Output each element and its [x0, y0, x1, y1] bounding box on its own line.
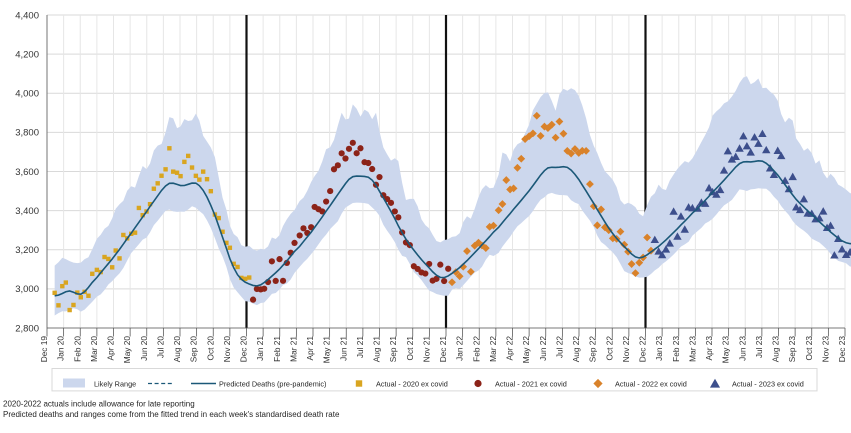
svg-text:Oct 21: Oct 21	[405, 336, 415, 361]
svg-text:3,400: 3,400	[15, 206, 39, 217]
svg-text:Actual - 2020 ex covid: Actual - 2020 ex covid	[376, 379, 448, 388]
svg-text:Mar 22: Mar 22	[488, 336, 498, 362]
svg-text:Sep 21: Sep 21	[388, 336, 398, 363]
svg-text:Dec 21: Dec 21	[438, 336, 448, 363]
svg-text:Jun 22: Jun 22	[538, 336, 548, 361]
svg-text:Jun 20: Jun 20	[139, 336, 149, 361]
svg-text:Sep 22: Sep 22	[588, 336, 598, 363]
svg-text:Actual - 2023 ex covid: Actual - 2023 ex covid	[732, 379, 804, 388]
svg-text:Actual - 2021 ex covid: Actual - 2021 ex covid	[495, 379, 567, 388]
svg-text:Oct 22: Oct 22	[604, 336, 614, 361]
svg-text:Nov 22: Nov 22	[621, 336, 631, 363]
svg-text:Jan 23: Jan 23	[654, 336, 664, 361]
svg-text:Aug 23: Aug 23	[771, 336, 781, 363]
svg-text:Apr 23: Apr 23	[704, 336, 714, 361]
svg-text:Likely Range: Likely Range	[94, 379, 136, 388]
svg-text:Jan 20: Jan 20	[56, 336, 66, 361]
svg-text:Oct 20: Oct 20	[205, 336, 215, 361]
svg-text:Nov 20: Nov 20	[222, 336, 232, 363]
svg-text:Mar 23: Mar 23	[687, 336, 697, 362]
svg-text:Sep 20: Sep 20	[189, 336, 199, 363]
svg-text:2020-2022 actuals include all: 2020-2022 actuals include allowance for …	[3, 400, 195, 409]
svg-text:3,000: 3,000	[15, 284, 39, 295]
svg-text:Jan 22: Jan 22	[455, 336, 465, 361]
svg-text:Mar 20: Mar 20	[89, 336, 99, 362]
svg-text:Feb 23: Feb 23	[671, 336, 681, 362]
svg-text:Nov 23: Nov 23	[820, 336, 830, 363]
svg-text:May 23: May 23	[721, 336, 731, 364]
svg-text:Jun 23: Jun 23	[737, 336, 747, 361]
svg-text:Jul 23: Jul 23	[754, 336, 764, 359]
svg-text:Jul 22: Jul 22	[554, 336, 564, 359]
svg-text:Mar 21: Mar 21	[288, 336, 298, 362]
svg-text:Predicted Deaths (pre-pandemic: Predicted Deaths (pre-pandemic)	[219, 379, 326, 388]
svg-text:Jun 21: Jun 21	[338, 336, 348, 361]
svg-text:Apr 20: Apr 20	[106, 336, 116, 361]
svg-text:Jan 21: Jan 21	[255, 336, 265, 361]
svg-text:May 20: May 20	[122, 336, 132, 364]
svg-text:3,800: 3,800	[15, 128, 39, 139]
svg-text:Aug 21: Aug 21	[372, 336, 382, 363]
svg-text:Dec 23: Dec 23	[837, 336, 847, 363]
svg-text:Oct 23: Oct 23	[804, 336, 814, 361]
svg-text:Apr 22: Apr 22	[505, 336, 515, 361]
svg-text:Feb 20: Feb 20	[72, 336, 82, 362]
svg-text:Aug 22: Aug 22	[571, 336, 581, 363]
svg-text:Feb 22: Feb 22	[471, 336, 481, 362]
svg-text:4,400: 4,400	[15, 10, 39, 21]
svg-text:3,600: 3,600	[15, 167, 39, 178]
svg-text:Sep 23: Sep 23	[787, 336, 797, 363]
svg-text:Actual - 2022 ex covid: Actual - 2022 ex covid	[615, 379, 687, 388]
svg-text:Apr 21: Apr 21	[305, 336, 315, 361]
svg-text:May 22: May 22	[521, 336, 531, 364]
svg-text:Dec 22: Dec 22	[638, 336, 648, 363]
svg-text:Nov 21: Nov 21	[421, 336, 431, 363]
svg-text:Predicted deaths and ranges co: Predicted deaths and ranges come from th…	[3, 410, 340, 419]
svg-text:Jul 20: Jul 20	[155, 336, 165, 359]
svg-text:Dec 20: Dec 20	[239, 336, 249, 363]
svg-text:3,200: 3,200	[15, 245, 39, 256]
svg-text:4,200: 4,200	[15, 49, 39, 60]
svg-text:Dec 19: Dec 19	[39, 336, 49, 363]
svg-text:2,800: 2,800	[15, 323, 39, 334]
svg-text:4,000: 4,000	[15, 89, 39, 100]
svg-text:Aug 20: Aug 20	[172, 336, 182, 363]
svg-text:Feb 21: Feb 21	[272, 336, 282, 362]
svg-text:Jul 21: Jul 21	[355, 336, 365, 359]
svg-text:May 21: May 21	[322, 336, 332, 364]
